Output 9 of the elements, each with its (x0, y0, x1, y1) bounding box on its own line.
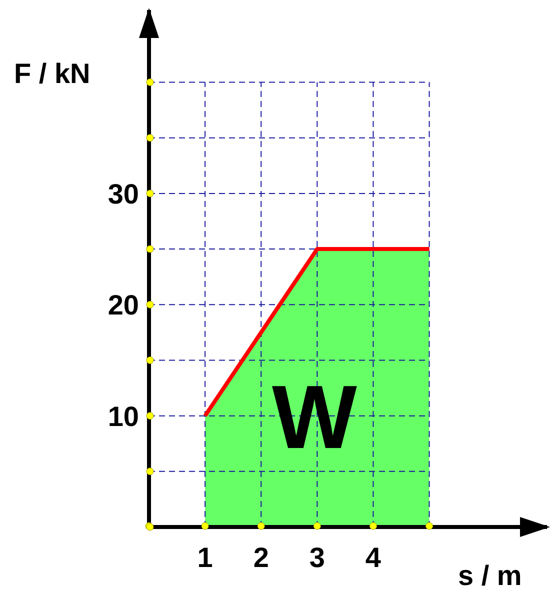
y-tick-label: 20 (108, 290, 139, 321)
y-tick-label: 30 (108, 178, 139, 210)
x-tick-label: 4 (365, 542, 382, 573)
x-tick-label: 1 (197, 542, 213, 573)
y-tick-label: 10 (108, 400, 139, 432)
x-axis-title: s / m (458, 560, 522, 592)
x-tick-label: 2 (253, 542, 269, 573)
x-tick-label: 3 (309, 542, 325, 573)
y-axis-title: F / kN (14, 58, 90, 90)
